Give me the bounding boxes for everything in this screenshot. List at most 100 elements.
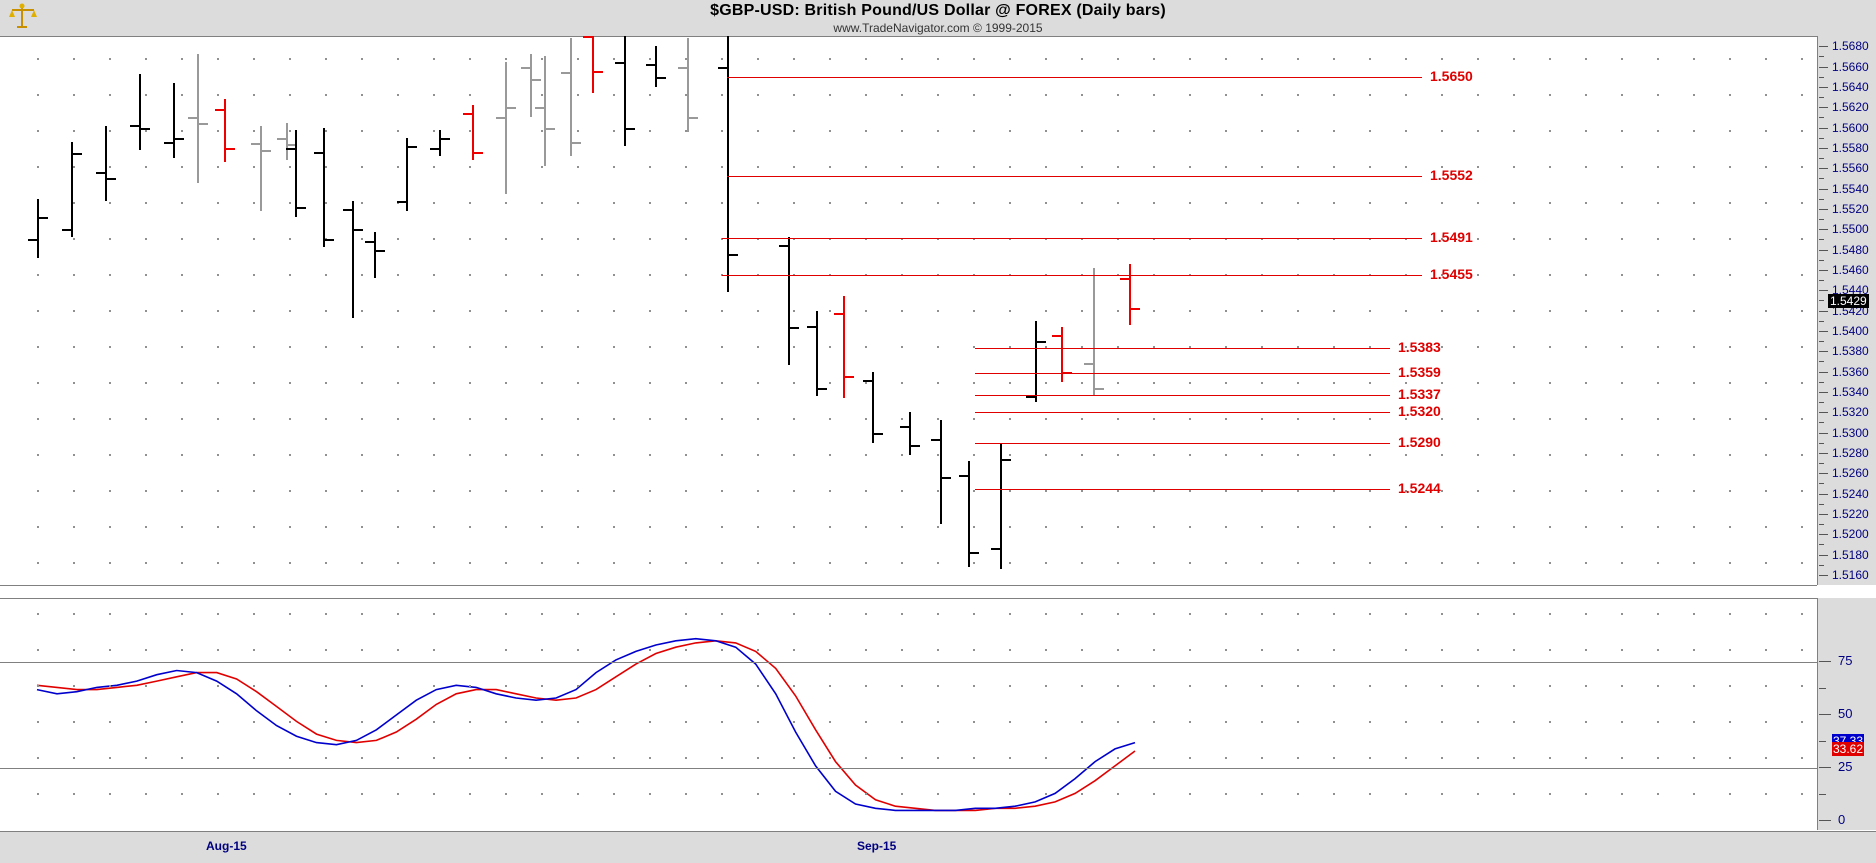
- stochastic-reference-line: [0, 662, 1817, 663]
- ohlc-bar: [816, 310, 818, 396]
- price-level-line: [722, 238, 1422, 240]
- date-axis-label: Aug-15: [206, 839, 247, 853]
- stochastic-axis-label: 50: [1838, 706, 1853, 721]
- price-axis-label: 1.5600: [1832, 120, 1869, 135]
- stochastic-axis-label: 0: [1838, 812, 1846, 827]
- price-axis-minor-tick: [1819, 503, 1824, 505]
- stochastic-d-line: [36, 639, 1136, 812]
- price-axis[interactable]: 1.5680 1.5660 1.5640 1.5620 1.5600 1.5580 1.55…: [1817, 36, 1876, 585]
- date-axis[interactable]: Aug-15 Sep-15: [0, 831, 1876, 863]
- ohlc-close-tick: [1131, 308, 1140, 311]
- ohlc-bar: [505, 62, 507, 194]
- price-chart-pane[interactable]: 1.5650 1.5552 1.5491 1.5455 1.5383 1.5359 1.53…: [0, 36, 1817, 586]
- stochastic-axis-tick: [1819, 767, 1831, 768]
- price-level-label: 1.5552: [1430, 167, 1473, 184]
- ohlc-bar: [1129, 263, 1131, 325]
- ohlc-close-tick: [441, 137, 450, 140]
- ohlc-bar: [352, 200, 354, 318]
- price-level-line: [975, 442, 1390, 444]
- ohlc-bar: [286, 123, 288, 161]
- price-axis-tick: [1819, 391, 1828, 393]
- ohlc-close-tick: [1002, 458, 1011, 461]
- ohlc-open-tick: [678, 66, 687, 69]
- stochastic-axis[interactable]: 75 50 25 0 37.33 33.62: [1817, 598, 1876, 830]
- ohlc-bar: [1093, 267, 1095, 396]
- ohlc-close-tick: [657, 76, 666, 79]
- stochastic-axis-label: 75: [1838, 653, 1853, 668]
- ohlc-open-tick: [62, 229, 71, 232]
- price-level-label: 1.5359: [1398, 363, 1441, 380]
- ohlc-close-tick: [199, 123, 208, 126]
- ohlc-close-tick: [408, 145, 417, 148]
- price-axis-label: 1.5320: [1832, 405, 1869, 420]
- price-level-line: [975, 348, 1390, 350]
- price-axis-tick: [1819, 493, 1828, 495]
- ohlc-bar: [173, 82, 175, 158]
- ohlc-bar: [439, 129, 441, 156]
- price-level-label: 1.5650: [1430, 67, 1473, 84]
- ohlc-bar: [592, 36, 594, 93]
- ohlc-bar: [727, 36, 729, 293]
- ohlc-close-tick: [729, 253, 738, 256]
- ohlc-bar: [406, 137, 408, 211]
- price-axis-tick: [1819, 249, 1828, 251]
- price-axis-tick: [1819, 534, 1828, 536]
- ohlc-open-tick: [188, 117, 197, 120]
- price-level-line: [722, 274, 1422, 276]
- price-axis-label: 1.5440: [1832, 283, 1869, 298]
- ohlc-open-tick: [430, 147, 439, 150]
- ohlc-bar: [224, 99, 226, 163]
- ohlc-open-tick: [959, 475, 968, 478]
- price-level-label: 1.5455: [1430, 265, 1473, 282]
- price-axis-tick: [1819, 351, 1828, 353]
- ohlc-close-tick: [790, 326, 799, 329]
- ohlc-open-tick: [1120, 277, 1129, 280]
- price-axis-minor-tick: [1819, 381, 1824, 383]
- price-axis-minor-tick: [1819, 239, 1824, 241]
- ohlc-open-tick: [561, 71, 570, 74]
- ohlc-open-tick: [991, 548, 1000, 551]
- price-level-label: 1.5244: [1398, 480, 1441, 497]
- ohlc-bar: [1035, 320, 1037, 402]
- ohlc-open-tick: [834, 312, 843, 315]
- price-axis-tick: [1819, 290, 1828, 292]
- price-axis-tick: [1819, 168, 1828, 170]
- stochastic-pane[interactable]: StochD (3) StochK (14,3): [0, 598, 1817, 832]
- ohlc-open-tick: [251, 142, 260, 145]
- pane-top-border: [0, 36, 1817, 37]
- price-axis-label: 1.5660: [1832, 59, 1869, 74]
- ohlc-close-tick: [818, 387, 827, 390]
- price-axis-tick: [1819, 574, 1828, 576]
- current-price-marker: 1.5429: [1828, 294, 1869, 309]
- ohlc-close-tick: [970, 552, 979, 555]
- ohlc-bar: [624, 36, 626, 146]
- price-axis-label: 1.5300: [1832, 425, 1869, 440]
- ohlc-close-tick: [226, 147, 235, 150]
- ohlc-bar: [940, 420, 942, 524]
- ohlc-open-tick: [1084, 363, 1093, 366]
- ohlc-close-tick: [845, 375, 854, 378]
- price-axis-tick: [1819, 473, 1828, 475]
- price-axis-label: 1.5500: [1832, 222, 1869, 237]
- stochastic-axis-minor-tick: [1819, 687, 1826, 689]
- price-axis-tick: [1819, 127, 1828, 129]
- price-axis-label: 1.5340: [1832, 384, 1869, 399]
- ohlc-open-tick: [365, 241, 374, 244]
- ohlc-bar: [544, 56, 546, 167]
- ohlc-open-tick: [164, 141, 173, 144]
- ohlc-open-tick: [807, 325, 816, 328]
- ohlc-open-tick: [718, 66, 727, 69]
- price-axis-minor-tick: [1819, 341, 1824, 342]
- price-axis-minor-tick: [1819, 544, 1824, 546]
- price-axis-label: 1.5620: [1832, 100, 1869, 115]
- ohlc-close-tick: [73, 152, 82, 155]
- price-axis-minor-tick: [1819, 198, 1824, 200]
- ohlc-open-tick: [583, 36, 592, 38]
- ohlc-bar: [139, 73, 141, 150]
- price-axis-tick: [1819, 412, 1828, 414]
- price-level-line: [975, 412, 1390, 414]
- ohlc-bar: [1000, 442, 1002, 569]
- stochastic-reference-line: [0, 768, 1817, 769]
- price-axis-minor-tick: [1819, 76, 1824, 78]
